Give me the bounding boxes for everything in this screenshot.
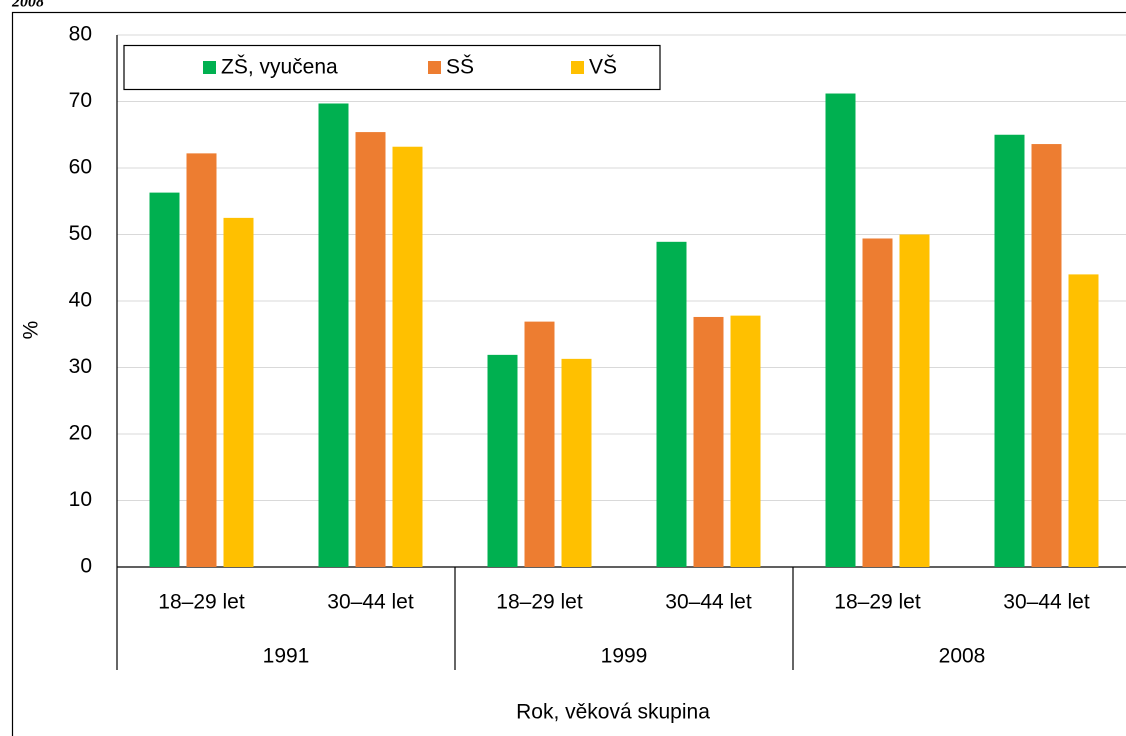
y-axis-label: % — [20, 321, 43, 340]
y-tick-label: 60 — [69, 156, 92, 179]
bar — [392, 146, 423, 567]
y-tick-label: 50 — [69, 222, 92, 245]
x-tick-label: 30–44 let — [1003, 591, 1090, 614]
y-tick-label: 40 — [69, 289, 92, 312]
bar — [186, 153, 217, 567]
bar — [487, 354, 518, 567]
bar — [524, 321, 555, 567]
group-label: 1999 — [601, 645, 648, 668]
x-axis-label: Rok, věková skupina — [516, 701, 710, 724]
x-tick-label: 18–29 let — [158, 591, 245, 614]
bar — [899, 234, 930, 567]
y-tick-label: 70 — [69, 89, 92, 112]
bar — [994, 134, 1025, 567]
y-tick-label: 20 — [69, 422, 92, 445]
bar — [693, 316, 724, 567]
bar — [223, 217, 254, 567]
legend-swatch — [571, 61, 584, 74]
legend-label: SŠ — [446, 56, 474, 79]
bar — [730, 315, 761, 567]
bar — [355, 132, 386, 567]
bar — [825, 93, 856, 568]
legend-label: VŠ — [589, 56, 617, 79]
legend-swatch — [428, 61, 441, 74]
group-label: 2008 — [939, 645, 986, 668]
y-tick-label: 30 — [69, 355, 92, 378]
bar — [561, 358, 592, 567]
frame — [11, 11, 1126, 736]
bar — [149, 192, 180, 568]
legend-swatch — [203, 61, 216, 74]
bar — [656, 241, 687, 567]
x-tick-label: 30–44 let — [665, 591, 752, 614]
legend-label: ZŠ, vyučena — [221, 56, 338, 79]
y-tick-label: 10 — [69, 488, 92, 511]
x-tick-label: 30–44 let — [327, 591, 414, 614]
x-tick-label: 18–29 let — [834, 591, 921, 614]
bar — [1068, 274, 1099, 567]
caption: 2008 — [11, 0, 44, 11]
y-tick-label: 0 — [80, 555, 92, 578]
x-tick-label: 18–29 let — [496, 591, 583, 614]
group-label: 1991 — [263, 645, 310, 668]
y-tick-label: 80 — [69, 23, 92, 46]
bar — [1031, 144, 1062, 567]
bar — [318, 103, 349, 568]
bar — [862, 238, 893, 568]
